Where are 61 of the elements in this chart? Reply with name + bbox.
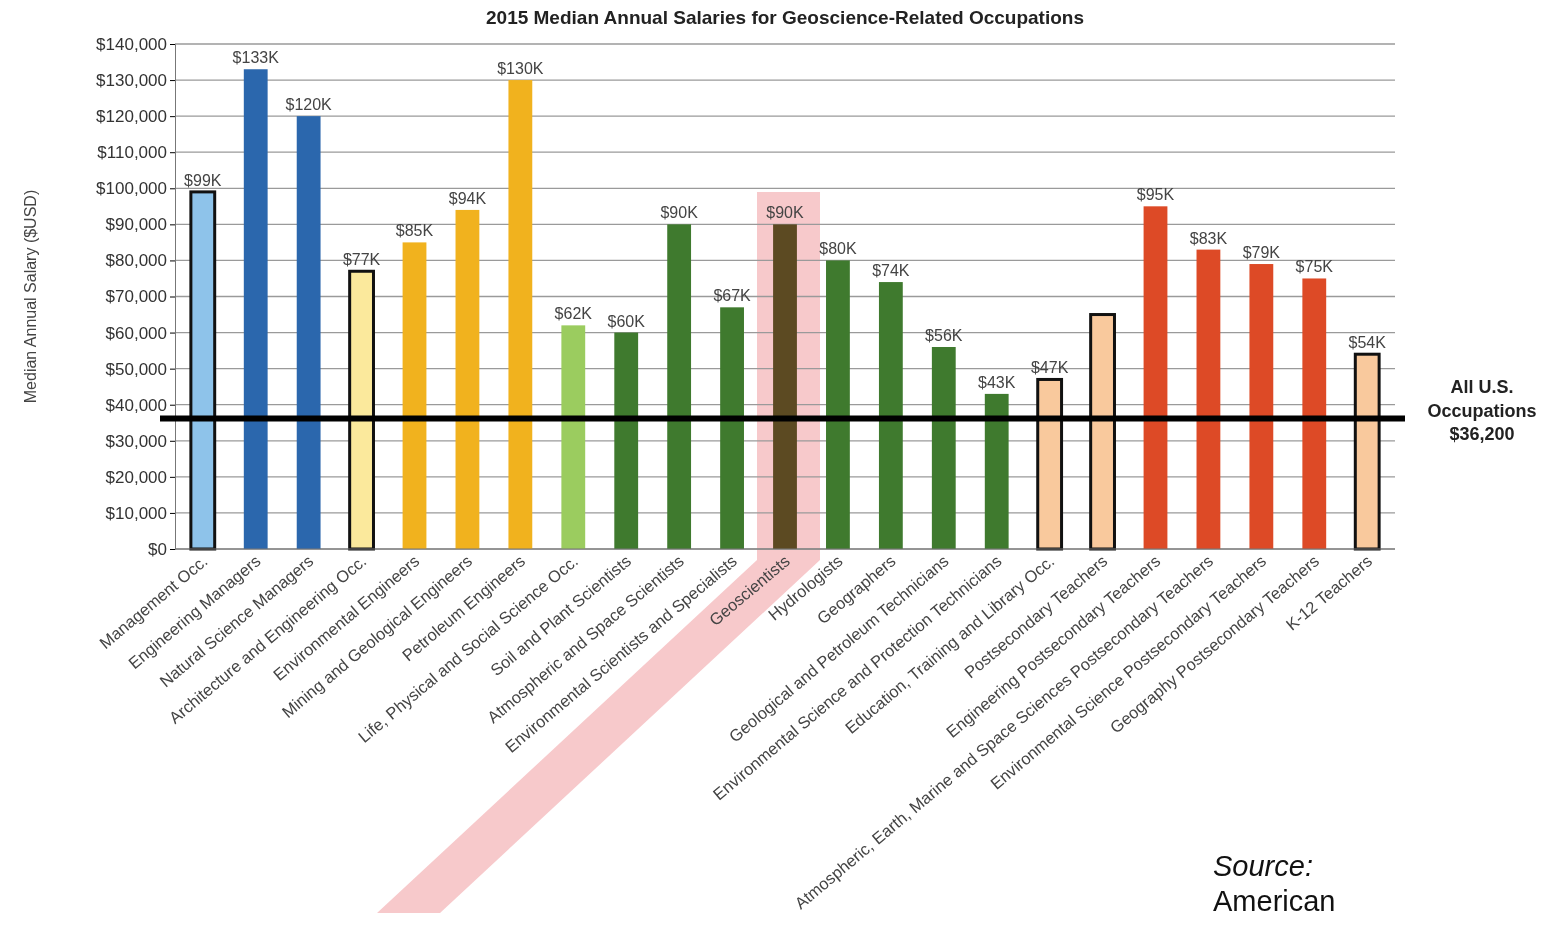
bar	[402, 242, 427, 549]
data-label: $95K	[1136, 186, 1175, 204]
data-label: $56K	[925, 327, 963, 344]
bar	[1249, 264, 1274, 549]
ref-line-label: All U.S. Occupations $36,200	[1427, 377, 1537, 445]
data-label: $90K	[660, 204, 699, 222]
bar	[1196, 249, 1221, 549]
source-note: Source: American	[1213, 850, 1336, 917]
data-label: $77K	[342, 251, 381, 269]
data-label: $74K	[872, 262, 910, 280]
chart-title: 2015 Median Annual Salaries for Geoscience-Related Occupations	[486, 7, 1084, 28]
bar	[984, 393, 1009, 549]
bar	[826, 260, 850, 549]
bar	[348, 269, 375, 551]
bar	[878, 282, 903, 549]
bar	[720, 307, 744, 549]
data-label: $60K	[607, 312, 646, 330]
data-label: $120K	[285, 96, 333, 114]
y-tick-label: $10,000	[105, 503, 167, 523]
bar	[1089, 313, 1116, 551]
y-tick-label: $110,000	[97, 143, 167, 163]
bar	[561, 325, 586, 549]
bar	[455, 209, 480, 549]
bar	[1143, 206, 1168, 549]
y-tick-label: $50,000	[105, 359, 167, 379]
bar	[296, 116, 321, 549]
data-label: $80K	[819, 240, 857, 258]
data-label: $75K	[1295, 258, 1334, 276]
y-tick-label: $60,000	[105, 323, 167, 343]
y-tick-label: $100,000	[96, 179, 167, 199]
bar	[243, 69, 268, 549]
data-label: $67K	[713, 287, 752, 305]
bar	[1302, 278, 1327, 549]
data-label: $99K	[184, 171, 222, 189]
y-tick-label: $140,000	[96, 34, 167, 54]
data-label: $94K	[448, 189, 487, 207]
bar	[508, 80, 533, 549]
data-label: $79K	[1242, 244, 1281, 262]
data-label: $54K	[1348, 334, 1387, 352]
y-tick-label: $30,000	[105, 431, 167, 451]
y-tick-label: $20,000	[105, 467, 167, 487]
data-label: $83K	[1189, 229, 1228, 247]
y-tick-label: $70,000	[105, 287, 167, 307]
data-label: $43K	[978, 373, 1016, 391]
bar	[667, 224, 692, 549]
y-tick-label: $80,000	[105, 251, 167, 271]
data-label: $62K	[554, 305, 593, 323]
bar	[773, 224, 797, 549]
data-label: $47K	[1030, 359, 1069, 377]
y-tick-label: $90,000	[105, 215, 167, 235]
y-tick-label: $40,000	[105, 395, 167, 415]
bar	[614, 332, 639, 549]
y-axis-title: Median Annual Salary ($USD)	[22, 189, 39, 404]
bar	[931, 347, 956, 549]
data-label: $133K	[232, 49, 280, 67]
y-tick-label: $120,000	[96, 107, 167, 127]
y-tick-label: $130,000	[96, 71, 167, 91]
y-tick-label: $0	[148, 539, 167, 559]
data-label: $130K	[497, 60, 544, 78]
data-label: $90K	[766, 204, 805, 222]
data-label: $85K	[395, 222, 434, 240]
